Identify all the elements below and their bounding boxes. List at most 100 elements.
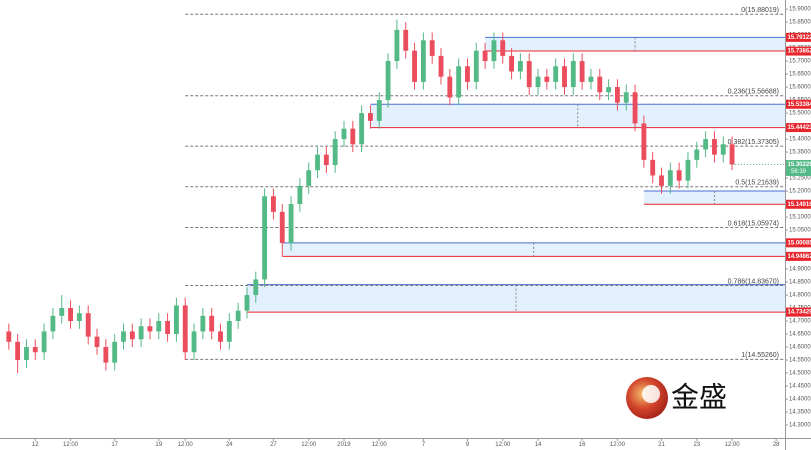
candle-body xyxy=(165,321,171,335)
fib-label: 0.382(15.37305) xyxy=(728,139,779,146)
candle-body xyxy=(535,76,541,88)
y-tick-label: 14.55000 xyxy=(789,358,811,364)
y-tick-label: 14.50000 xyxy=(789,371,811,377)
logo-icon-inner xyxy=(642,385,660,403)
y-tick-label: 15.85000 xyxy=(789,20,811,26)
candle-body xyxy=(412,50,417,82)
x-tick-label: 9 xyxy=(466,442,470,448)
y-tick-label: 14.30000 xyxy=(789,423,811,429)
zone xyxy=(282,242,785,257)
candle-body xyxy=(59,308,65,316)
candle-body xyxy=(606,87,612,93)
price-flag-label: 15.79122 xyxy=(788,35,811,41)
countdown-label: 56:39 xyxy=(791,169,807,175)
candle-body xyxy=(597,76,603,93)
x-tick-label: 12:00 xyxy=(495,442,511,448)
candle-body xyxy=(420,40,426,82)
candle-body xyxy=(694,149,700,160)
candle-body xyxy=(641,123,647,160)
candle-body xyxy=(226,321,232,342)
candle-body xyxy=(544,76,550,82)
y-tick-label: 15.05000 xyxy=(789,228,811,234)
candle-body xyxy=(720,144,726,155)
zone xyxy=(370,104,785,128)
candle-body xyxy=(579,61,585,82)
candle-body xyxy=(429,40,435,56)
candle-body xyxy=(491,40,497,62)
candle-body xyxy=(562,66,567,88)
y-tick-label: 14.60000 xyxy=(789,345,811,351)
candle-body xyxy=(323,154,329,166)
zone xyxy=(643,191,785,205)
logo: 金盛 xyxy=(626,377,727,419)
candle-body xyxy=(50,315,56,332)
candle-body xyxy=(385,61,391,101)
price-flag xyxy=(786,46,811,56)
candle-body xyxy=(632,92,638,124)
candle-body xyxy=(623,92,629,103)
candle-body xyxy=(376,100,382,121)
candle-body xyxy=(253,279,259,296)
price-flag-label: 15.00085 xyxy=(788,240,811,246)
current-price-flag xyxy=(786,159,811,176)
candle-body xyxy=(279,211,285,244)
candle-body xyxy=(517,61,523,72)
candle-body xyxy=(235,310,241,322)
candle-body xyxy=(456,66,462,98)
y-tick-label: 15.40000 xyxy=(789,137,811,143)
candle-body xyxy=(667,170,673,186)
candle-body xyxy=(368,113,373,121)
candle-body xyxy=(482,50,488,62)
x-tick-label: 7 xyxy=(422,442,426,448)
candle-body xyxy=(94,336,100,348)
candle-body xyxy=(509,55,514,72)
candle-body xyxy=(473,50,479,82)
fib-label: 0.786(14.83670) xyxy=(728,278,779,285)
candle-body xyxy=(182,305,188,353)
candle-body xyxy=(500,40,506,56)
candle-body xyxy=(173,305,179,335)
candle-body xyxy=(341,128,347,140)
candle-body xyxy=(218,331,223,342)
candle-body xyxy=(209,315,215,332)
watermark-text: 金盛 xyxy=(671,381,727,412)
y-tick-label: 14.45000 xyxy=(789,384,811,390)
candle-body xyxy=(570,61,576,88)
candle-body xyxy=(76,313,82,322)
x-tick-label: 2019 xyxy=(337,442,351,448)
x-tick-label: 27 xyxy=(270,442,277,448)
price-flag xyxy=(786,199,811,209)
price-flag-label: 15.53384 xyxy=(788,102,811,108)
candle-body xyxy=(288,204,294,244)
candle-body xyxy=(614,87,620,103)
price-flag-label: 15.73862 xyxy=(788,49,811,55)
y-tick-label: 15.20000 xyxy=(789,189,811,195)
x-tick-label: 12:00 xyxy=(178,442,194,448)
y-tick-label: 14.80000 xyxy=(789,293,811,299)
plot: 0(15.88019) 0.236(15.56688) 0.382(15.37305… xyxy=(6,7,785,374)
candle-body xyxy=(271,196,276,212)
candle-body xyxy=(191,331,197,353)
x-tick-label: 12:00 xyxy=(725,442,741,448)
candle-body xyxy=(262,196,268,280)
price-flag-label: 15.44423 xyxy=(788,125,811,131)
candle-body xyxy=(6,331,12,342)
candle-body xyxy=(315,154,320,171)
candle-body xyxy=(394,29,400,62)
y-tick-label: 14.65000 xyxy=(789,332,811,338)
fib-label: 0.618(15.05974) xyxy=(728,220,779,227)
x-tick-label: 12 xyxy=(32,442,39,448)
candle-body xyxy=(138,326,144,340)
fib-label: 0.236(15.56688) xyxy=(728,89,779,96)
y-tick-label: 15.10000 xyxy=(789,215,811,221)
candle-body xyxy=(15,341,21,361)
x-tick-label: 24 xyxy=(226,442,233,448)
y-tick-label: 15.60000 xyxy=(789,85,811,91)
x-tick-label: 21 xyxy=(658,442,665,448)
candle-body xyxy=(350,128,356,145)
fib-label: 0.5(15.21639) xyxy=(735,180,779,187)
y-tick-label: 15.25000 xyxy=(789,176,811,182)
fib-label: 1(14.55260) xyxy=(741,352,779,359)
